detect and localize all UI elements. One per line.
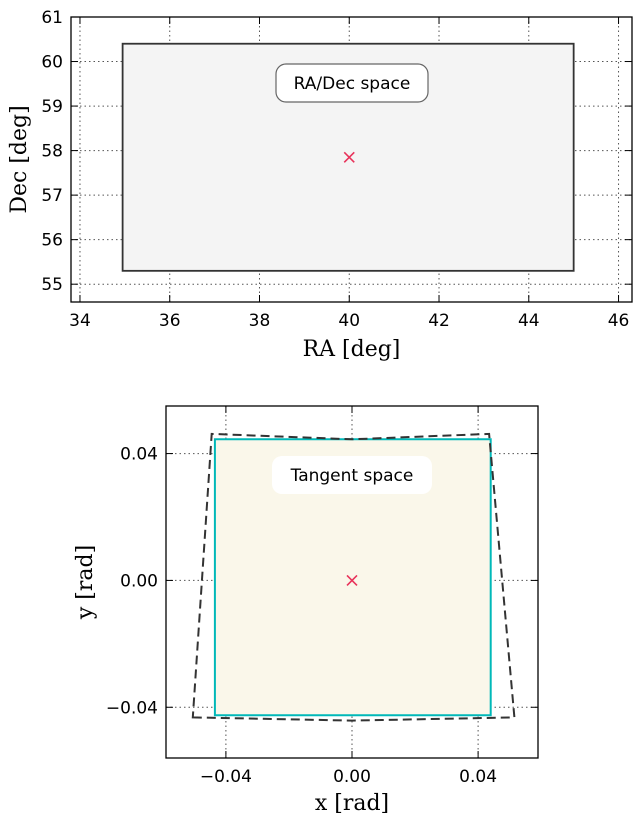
x-tick-label: −0.04 bbox=[200, 767, 252, 787]
tangent-panel: Tangent space −0.04 0.00 0.04 −0.04 0.00 0.04… bbox=[73, 405, 539, 816]
x-tick-label: 44 bbox=[518, 311, 540, 331]
center-cross-stroke bbox=[343, 151, 355, 163]
x-tick-label: 46 bbox=[608, 311, 630, 331]
tangent-center-marker bbox=[346, 574, 358, 586]
x-tick-label: 0.00 bbox=[333, 767, 371, 787]
tangent-annotation-frame bbox=[272, 456, 432, 494]
tangent-annotation-text: Tangent space bbox=[290, 466, 414, 486]
x-tick-label: 36 bbox=[159, 311, 181, 331]
tangent-ticks: −0.04 0.00 0.04 −0.04 0.00 0.04 bbox=[106, 406, 538, 787]
y-tick-label: 59 bbox=[41, 97, 63, 117]
y-tick-label: 61 bbox=[41, 8, 63, 28]
ra-dec-panel: RA/Dec space 34 36 38 40 42 44 46 55 56 57 58 59 60 6… bbox=[7, 8, 633, 362]
ra-dec-y-label: Dec [deg] bbox=[7, 105, 32, 213]
y-tick-label: 57 bbox=[41, 186, 63, 206]
ra-dec-annotation-text: RA/Dec space bbox=[294, 74, 411, 94]
tangent-y-label: y [rad] bbox=[73, 545, 98, 620]
y-tick-label: 56 bbox=[41, 231, 63, 251]
ra-dec-ticks: 34 36 38 40 42 44 46 55 56 57 58 59 60 61 bbox=[41, 8, 632, 331]
x-tick-label: 0.04 bbox=[459, 767, 497, 787]
tangent-x-label: x [rad] bbox=[315, 791, 389, 816]
x-tick-label: 38 bbox=[249, 311, 271, 331]
y-tick-label: −0.04 bbox=[106, 698, 158, 718]
ra-dec-annotation-frame bbox=[275, 63, 429, 103]
x-tick-label: 42 bbox=[428, 311, 450, 331]
ra-dec-axes-frame bbox=[70, 16, 633, 303]
y-tick-label: 60 bbox=[41, 53, 63, 73]
center-cross-stroke bbox=[346, 574, 358, 586]
ra-dec-x-label: RA [deg] bbox=[303, 337, 401, 362]
y-tick-label: 0.04 bbox=[120, 445, 158, 465]
x-tick-label: 40 bbox=[338, 311, 360, 331]
ra-dec-annotation-box: RA/Dec space bbox=[275, 63, 429, 103]
tangent-region bbox=[213, 438, 492, 717]
x-tick-label: 34 bbox=[69, 311, 91, 331]
y-tick-label: 58 bbox=[41, 142, 63, 162]
y-tick-label: 0.00 bbox=[120, 571, 158, 591]
tangent-annotation-box: Tangent space bbox=[272, 456, 432, 494]
ra-dec-center-marker bbox=[343, 151, 355, 163]
y-tick-label: 55 bbox=[41, 275, 63, 295]
projected-region-outline bbox=[191, 432, 516, 722]
